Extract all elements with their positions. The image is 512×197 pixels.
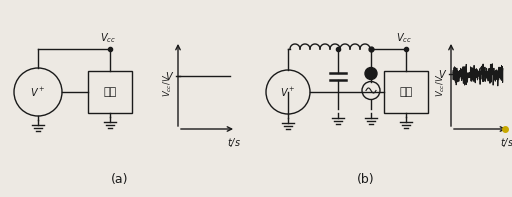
Bar [88, 71, 132, 113]
Text: $V_{cc}$/$V$: $V_{cc}$/$V$ [161, 73, 174, 97]
Text: $t$/s: $t$/s [227, 136, 241, 149]
Text: $V_{cc}$: $V_{cc}$ [396, 31, 412, 45]
Text: 负荷: 负荷 [399, 87, 413, 97]
Text: $V$: $V$ [165, 70, 174, 82]
Text: (a): (a) [111, 173, 129, 186]
Circle shape [365, 68, 377, 80]
Text: $V^+$: $V^+$ [30, 85, 46, 98]
Text: $V^+$: $V^+$ [280, 85, 296, 98]
Text: 负荷: 负荷 [103, 87, 117, 97]
Text: $V_{cc}$: $V_{cc}$ [100, 31, 116, 45]
Bar [384, 71, 428, 113]
Text: $t$/s: $t$/s [500, 136, 512, 149]
Text: $V_{cc}$/$V$: $V_{cc}$/$V$ [435, 73, 447, 97]
Text: (b): (b) [357, 173, 375, 186]
Text: $V$: $V$ [438, 68, 447, 80]
